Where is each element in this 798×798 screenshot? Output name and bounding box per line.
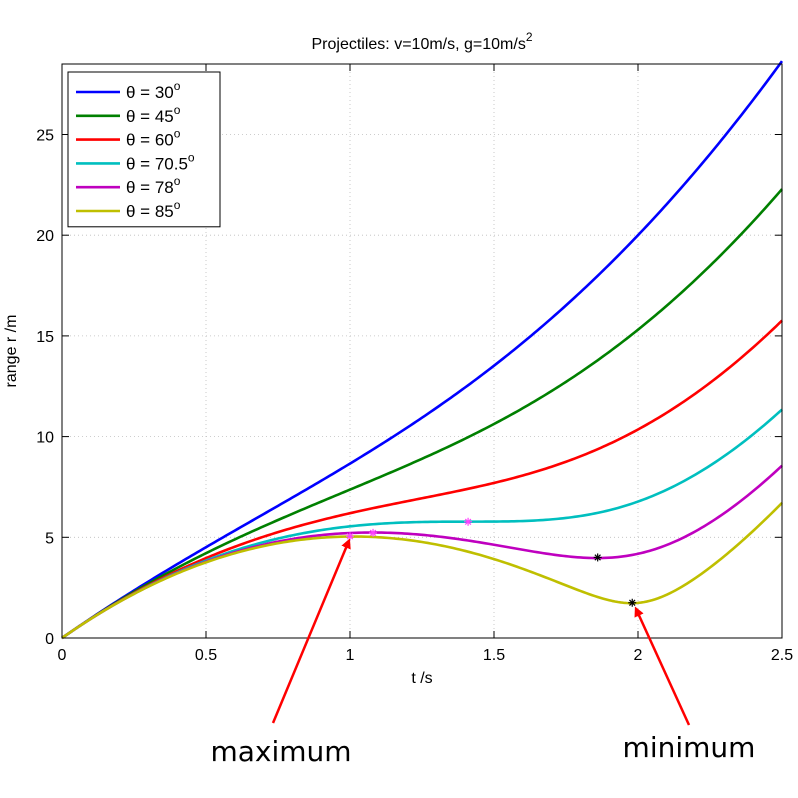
x-tick-label: 0.5	[195, 647, 217, 664]
series-line-0	[61, 60, 784, 640]
series-line-2	[61, 319, 783, 640]
x-tick-label: 1	[346, 647, 355, 664]
star-marker-3	[346, 532, 354, 541]
legend-box	[67, 71, 221, 228]
x-tick-label: 2.5	[771, 647, 793, 664]
annotations: maximum minimum	[210, 538, 756, 768]
y-tick-label: 20	[36, 228, 54, 245]
star-marker-0	[464, 517, 473, 526]
y-axis-label: range r /m	[3, 315, 20, 388]
series-line-5	[61, 501, 783, 640]
x-tick-label: 0	[58, 647, 67, 664]
series-line-1	[61, 188, 783, 640]
curves	[61, 60, 784, 640]
x-tick-label: 1.5	[483, 647, 505, 664]
grid	[62, 64, 782, 638]
maximum-arrow	[271, 538, 351, 724]
y-tick-label: 10	[36, 430, 54, 447]
y-tick-label: 5	[45, 530, 54, 547]
x-axis-label: t /s	[411, 670, 432, 687]
legend-label: θ = 60o	[126, 127, 181, 150]
y-tick-label: 0	[45, 631, 54, 648]
legend-label: θ = 85o	[126, 198, 181, 221]
star-marker-2	[593, 553, 602, 562]
star-marker-4	[628, 598, 637, 607]
minimum-arrow	[634, 606, 691, 726]
ticks: 0 0.5 1 1.5 2 2.5 0 5 10 15 20 25	[36, 64, 793, 664]
x-tick-label: 2	[634, 647, 643, 664]
legend-label: θ = 78o	[126, 174, 181, 197]
y-tick-label: 25	[36, 127, 54, 144]
y-tick-label: 15	[36, 329, 54, 346]
chart-title: Projectiles: v=10m/s, g=10m/s2	[312, 30, 533, 53]
star-marker-1	[369, 528, 378, 537]
legend-label: θ = 30o	[126, 79, 181, 102]
maximum-label: maximum	[210, 735, 351, 768]
minimum-label: minimum	[623, 731, 756, 764]
markers	[346, 517, 637, 607]
legend-label: θ = 45o	[126, 103, 181, 126]
legend-label: θ = 70.5o	[126, 150, 195, 173]
plot-frame	[61, 63, 783, 639]
